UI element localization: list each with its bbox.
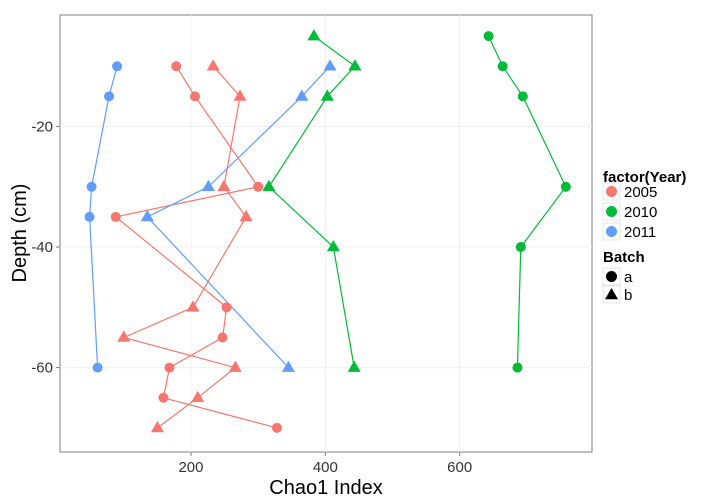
data-point-2011-b <box>295 89 309 101</box>
legend-shape-keys: ab <box>602 267 633 304</box>
data-point-2005-a <box>221 302 232 313</box>
data-point-2005-b <box>150 420 164 433</box>
legend-circle-swatch <box>606 271 617 282</box>
legend: factor(Year) 2005 2010 2011 Batch ab <box>602 169 686 304</box>
x-tick-label: 600 <box>447 459 472 476</box>
legend-triangle-swatch <box>605 288 618 300</box>
data-point-2011-a <box>86 181 97 192</box>
data-point-2005-a <box>164 362 175 373</box>
data-point-2005-b <box>206 59 220 71</box>
data-point-2010-a <box>483 31 494 42</box>
legend-color-swatch-2011 <box>606 226 617 237</box>
data-point-2005-b <box>191 390 205 402</box>
data-point-2010-b <box>262 179 276 192</box>
x-tick-label: 200 <box>178 459 203 476</box>
x-axis-title: Chao1 Index <box>269 477 382 499</box>
data-point-2010-b <box>307 29 321 41</box>
data-point-2011-a <box>104 91 115 102</box>
legend-color-swatch-2005 <box>606 186 617 197</box>
plot-panel <box>59 14 593 453</box>
data-point-2011-b <box>201 179 215 192</box>
x-axis-ticks: 200 400 600 <box>178 452 472 476</box>
data-points <box>84 29 571 433</box>
data-point-2010-a <box>497 61 508 72</box>
data-point-2010-b <box>347 360 361 372</box>
data-point-2010-a <box>517 91 528 102</box>
y-tick-label: -40 <box>31 239 53 256</box>
data-point-2011-b <box>281 360 295 372</box>
y-tick-label: -20 <box>31 119 53 136</box>
data-point-2011-a <box>112 61 123 72</box>
data-point-2005-b <box>217 179 231 192</box>
data-point-2005-a <box>110 211 121 222</box>
data-point-2005-a <box>253 181 264 192</box>
data-point-2005-b <box>233 89 247 101</box>
data-point-2005-a <box>171 61 182 72</box>
data-point-2005-b <box>186 300 200 312</box>
data-point-2005-a <box>217 332 228 343</box>
data-point-2005-b <box>117 330 131 342</box>
legend-shape-label-b: b <box>624 287 632 304</box>
legend-shape-label-a: a <box>624 269 633 286</box>
data-point-2010-a <box>560 181 571 192</box>
legend-color-keys: 2005 2010 2011 <box>602 182 657 241</box>
y-tick-label: -60 <box>31 360 53 377</box>
data-point-2011-a <box>84 211 95 222</box>
data-point-2011-b <box>140 209 154 222</box>
legend-color-label-2005: 2005 <box>624 184 657 201</box>
data-point-2005-b <box>228 360 242 372</box>
data-point-2010-a <box>512 362 523 373</box>
legend-color-label-2011: 2011 <box>624 224 656 241</box>
data-point-2010-a <box>515 242 526 253</box>
data-point-2011-a <box>92 362 103 373</box>
y-axis-ticks: -20 -40 -60 <box>31 119 60 377</box>
x-tick-label: 400 <box>313 459 338 476</box>
data-point-2010-b <box>348 59 362 71</box>
legend-color-title: factor(Year) <box>603 169 686 186</box>
data-point-2005-a <box>190 91 201 102</box>
data-point-2010-b <box>320 89 334 101</box>
legend-color-label-2010: 2010 <box>624 204 657 221</box>
series-line-2010-a <box>488 35 567 368</box>
legend-shape-title: Batch <box>603 249 645 266</box>
legend-color-swatch-2010 <box>606 206 617 217</box>
data-point-2005-a <box>271 422 282 433</box>
y-axis-title: Depth (cm) <box>9 184 31 283</box>
data-point-2011-b <box>323 59 337 71</box>
data-point-2010-b <box>326 240 340 252</box>
series-line-2010-b <box>268 35 356 368</box>
data-point-2005-a <box>158 392 169 403</box>
data-point-2005-b <box>239 209 253 222</box>
grid <box>60 15 592 452</box>
